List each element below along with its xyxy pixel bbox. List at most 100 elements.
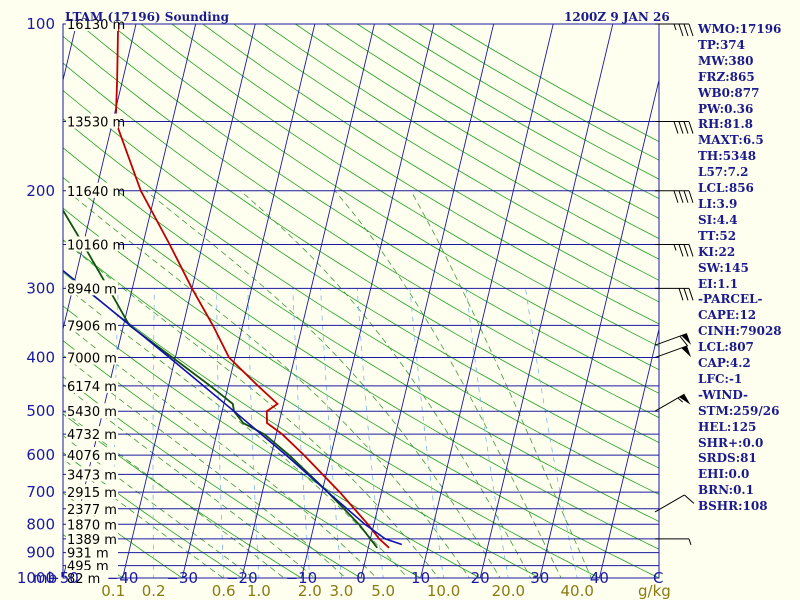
- temperature-tick-label: −20: [226, 569, 258, 587]
- index-entry: KI:22: [698, 244, 736, 259]
- dry-adiabat-line: [233, 24, 659, 281]
- height-label: 4076 m: [67, 449, 117, 464]
- height-label: 2377 m: [67, 503, 117, 518]
- index-entry: PW:0.36: [698, 101, 754, 116]
- mixing-ratio-line: [465, 288, 509, 578]
- isotherm-line: [360, 24, 495, 578]
- height-label-bg: [66, 113, 118, 129]
- dry-adiabat-line: [63, 271, 541, 578]
- pressure-unit-label: mb: [33, 569, 57, 587]
- sounding-profiles: [63, 24, 403, 549]
- stability-indices-panel: WMO:17196 TP:374 MW:380 FRZ:865 WB0:877 PW:0.…: [698, 22, 798, 515]
- index-entry: TP:374: [698, 37, 746, 52]
- moist-adiabat-line: [334, 190, 562, 578]
- pressure-tick-label: 100: [26, 15, 55, 33]
- height-label: 8940 m: [67, 282, 117, 297]
- valid-time: 1200Z 9 JAN 26: [564, 10, 670, 24]
- temperature-tick-label: 40: [590, 569, 609, 587]
- pressure-tick-label: 600: [26, 446, 55, 464]
- index-entry: LCL:807: [698, 340, 754, 355]
- mixing-ratio-line: [356, 288, 384, 578]
- pressure-tick-label: 500: [26, 402, 55, 420]
- temperature-tick-label: −10: [286, 569, 318, 587]
- mixing-unit-label: g/kg: [638, 582, 671, 600]
- pressure-tick-label: 900: [26, 544, 55, 562]
- wind-barb: [655, 190, 694, 203]
- index-entry: STM:259/26: [698, 403, 780, 418]
- wind-barb: [654, 494, 695, 513]
- index-entry: CAPE:12: [698, 308, 757, 323]
- height-label: 3473 m: [67, 468, 117, 483]
- wind-barb: [654, 345, 692, 359]
- height-label: 1389 m: [67, 533, 117, 548]
- index-entry: -PARCEL-: [698, 292, 763, 307]
- mixing-ratio-line: [320, 288, 342, 578]
- index-entry: L57:7.2: [698, 165, 749, 180]
- height-label-bg: [66, 544, 118, 560]
- height-label: 82 m: [67, 572, 100, 587]
- isotherm-line: [420, 24, 554, 578]
- isotherm-line: [181, 24, 316, 578]
- dry-adiabat-line: [171, 24, 659, 325]
- index-entry: -WIND-: [698, 387, 748, 402]
- mixing-ratio-label: 3.0: [329, 582, 353, 600]
- pressure-tick-label: 800: [26, 515, 55, 533]
- index-entry: SRDS:81: [698, 451, 757, 466]
- wind-barb: [655, 287, 694, 301]
- dry-adiabat-line: [264, 24, 659, 260]
- index-entry: FRZ:865: [698, 69, 755, 84]
- pressure-tick-label: 200: [26, 182, 55, 200]
- index-entry: WB0:877: [698, 85, 760, 100]
- index-entry: LFC:-1: [698, 371, 743, 386]
- dry-adiabat-line: [63, 207, 659, 578]
- mixing-ratio-label: 1.0: [247, 582, 271, 600]
- isotherm-line: [122, 24, 256, 578]
- index-entry: CAP:4.2: [698, 356, 751, 371]
- height-label: 5430 m: [67, 405, 117, 420]
- index-entry: TH:5348: [698, 149, 757, 164]
- mixing-ratio-line: [216, 288, 225, 578]
- mixing-ratio-line: [292, 288, 311, 578]
- temperature-tick-label: −40: [107, 569, 139, 587]
- wind-barb: [655, 538, 692, 546]
- index-entry: SI:4.4: [698, 212, 738, 227]
- height-label: 7906 m: [67, 319, 117, 334]
- pressure-tick-label: 700: [26, 483, 55, 501]
- dry-adiabat-line: [79, 24, 659, 394]
- height-label-bg: [66, 236, 118, 252]
- corner-tick-label: C: [653, 569, 663, 587]
- index-entry: RH:81.8: [698, 117, 753, 132]
- dry-adiabat-line: [63, 118, 659, 495]
- dry-adiabats: [63, 24, 659, 578]
- dry-adiabat-line: [109, 24, 659, 371]
- index-entry: SW:145: [698, 260, 749, 275]
- temperature-tick-label: 20: [471, 569, 490, 587]
- isotherm-line: [539, 78, 659, 578]
- temperature-tick-label: −50: [47, 569, 79, 587]
- height-label: 11640 m: [67, 185, 125, 200]
- height-label-bg: [66, 570, 118, 585]
- wind-barb: [654, 333, 692, 347]
- isotherms: [63, 24, 659, 578]
- isobars: [63, 23, 659, 579]
- dry-adiabat-line: [63, 147, 659, 522]
- mixing-ratio-line: [152, 288, 155, 578]
- index-entry: TT:52: [698, 228, 737, 243]
- dry-adiabat-line: [63, 176, 659, 550]
- height-label-bg: [66, 16, 118, 31]
- height-label-bg: [66, 280, 118, 296]
- height-label: 2915 m: [67, 486, 117, 501]
- mixing-ratio-lines: [112, 288, 578, 578]
- mixing-ratio-line: [525, 288, 578, 578]
- dry-adiabat-line: [63, 492, 183, 578]
- mixing-ratio-label: 20.0: [492, 582, 525, 600]
- height-label-bg: [66, 377, 118, 393]
- mixing-ratio-line: [409, 288, 445, 578]
- mixing-ratio-labels: 0.1 0.2 0.6 1.0 2.0 3.0 5.0 10.0 20.0 40.0: [101, 582, 594, 600]
- dry-adiabat-line: [63, 305, 482, 578]
- pressure-axis-labels: 100 200 300 400 500 600 700 800 900 1000: [17, 15, 55, 587]
- isotherm-line: [241, 24, 375, 578]
- height-label-bg: [66, 403, 118, 419]
- temperature-tick-label: 30: [530, 569, 549, 587]
